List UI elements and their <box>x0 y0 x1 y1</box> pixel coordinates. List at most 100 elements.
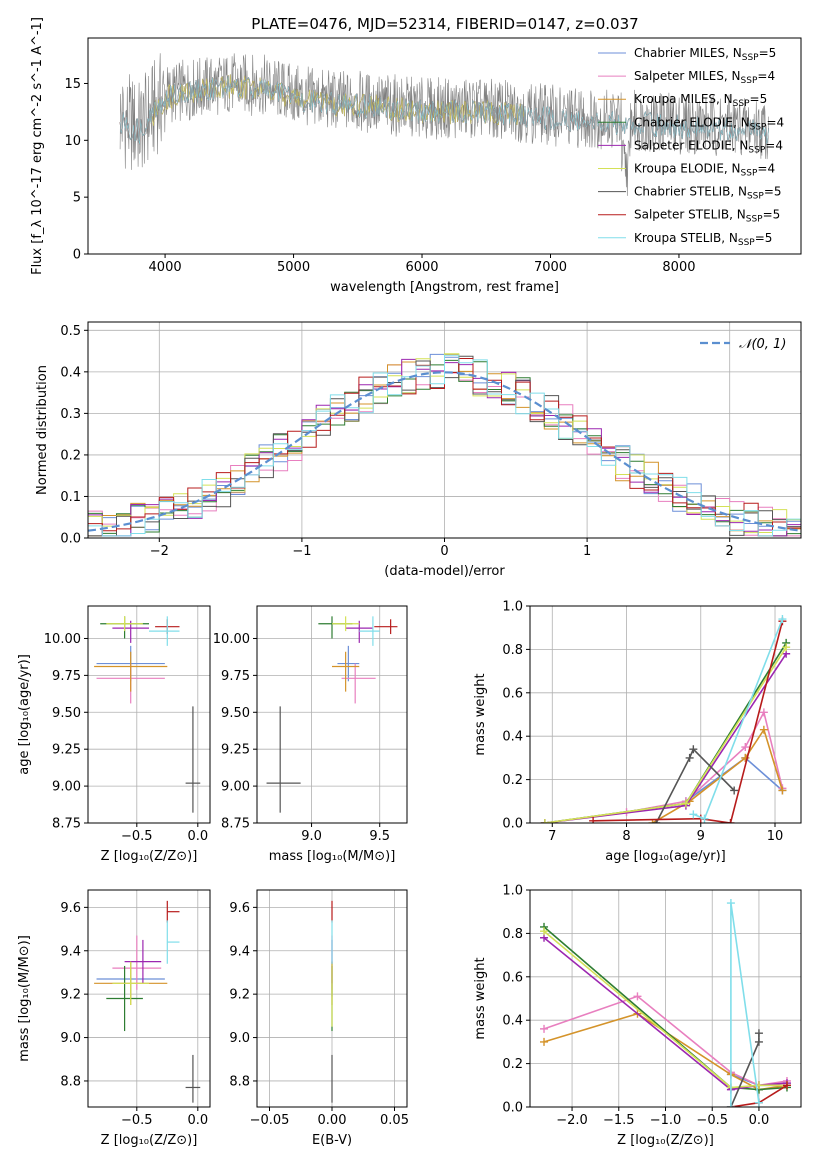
y-tick-label: 9.00 <box>221 780 250 795</box>
weight-point-marker <box>759 708 768 717</box>
y-axis-label: mass weight <box>473 957 488 1039</box>
weight-point-marker <box>726 899 735 908</box>
x-tick-label: 7 <box>548 829 556 844</box>
x-tick-label: −2.0 <box>556 1113 588 1128</box>
plot-area <box>266 616 398 813</box>
weight-point-marker <box>681 799 690 808</box>
plot-area <box>94 616 201 813</box>
y-tick-label: 8.75 <box>52 817 81 832</box>
x-tick-label: 0.0 <box>749 1113 770 1128</box>
weight-series-line <box>652 727 784 823</box>
x-tick-label: 9.0 <box>301 829 322 844</box>
weight-point-marker <box>782 643 791 652</box>
y-tick-label: 1.0 <box>502 884 523 899</box>
y-tick-label: 9.0 <box>60 1031 81 1046</box>
x-tick-label: 9.5 <box>369 829 390 844</box>
y-tick-label: 9.75 <box>52 669 81 684</box>
y-tick-label: 9.2 <box>60 988 81 1003</box>
x-axis-label: (data-model)/error <box>384 564 505 579</box>
weight-series-line <box>543 937 788 1091</box>
legend-label: Salpeter ELODIE, NSSP=4 <box>634 138 783 155</box>
weight-point-marker <box>540 1037 549 1046</box>
x-tick-label: 7000 <box>534 260 567 275</box>
weight-point-marker <box>754 1029 763 1038</box>
weight-point-marker <box>754 1037 763 1046</box>
axes-frame <box>87 605 211 824</box>
y-tick-label: 0.3 <box>60 407 81 422</box>
y-tick-label: 0.2 <box>502 773 523 788</box>
y-tick-label: 0 <box>73 248 81 263</box>
legend: Chabrier MILES, NSSP=5 Salpeter MILES, NS… <box>598 46 784 248</box>
legend-label: 𝒩(0, 1) <box>739 337 786 352</box>
legend-label: Kroupa ELODIE, NSSP=4 <box>634 162 775 179</box>
x-tick-label: 0.05 <box>380 1113 409 1128</box>
y-tick-label: 0.6 <box>502 970 523 985</box>
legend-label: Kroupa MILES, NSSP=5 <box>634 92 767 109</box>
y-axis-label: mass [log₁₀(M/M⊙)] <box>17 935 32 1062</box>
legend-label: Salpeter MILES, NSSP=4 <box>634 69 775 86</box>
histogram-series <box>88 354 801 537</box>
chart-age-vs-mass: 9.0 9.5 8.75 9.00 9.25 9.50 9.75 10.00 mass [log… <box>213 605 408 864</box>
y-tick-label: 8.75 <box>221 817 250 832</box>
legend-label: Chabrier MILES, NSSP=5 <box>634 46 776 63</box>
model-spectrum-line <box>119 75 769 145</box>
x-axis-label: age [log₁₀(age/yr)] <box>605 849 726 864</box>
weight-series-line <box>593 621 784 823</box>
x-tick-label: 0.0 <box>187 1113 208 1128</box>
x-tick-label: −0.5 <box>121 829 153 844</box>
normal-curve <box>88 371 801 532</box>
x-tick-label: 1 <box>583 544 591 559</box>
weight-point-marker <box>759 725 768 734</box>
axes-frame <box>529 605 802 824</box>
figure-title: PLATE=0476, MJD=52314, FIBERID=0147, z=0… <box>251 15 638 33</box>
x-tick-label: 8000 <box>662 260 695 275</box>
y-tick-label: 8.8 <box>60 1074 81 1089</box>
plot-area <box>540 899 791 1107</box>
chart-mass-vs-ebv: −0.05 0.00 0.05 8.8 9.0 9.2 9.4 9.6 E(B-V) <box>229 889 409 1148</box>
y-tick-label: 8.8 <box>229 1074 250 1089</box>
y-tick-label: 0.0 <box>502 1101 523 1116</box>
plot-area <box>540 615 791 823</box>
weight-point-marker <box>778 786 787 795</box>
y-tick-label: 0.5 <box>60 324 81 339</box>
chart-spectrum: Chabrier MILES, NSSP=5 Salpeter MILES, NS… <box>30 17 802 295</box>
chart-mass-weight-vs-age: 7 8 9 10 0.0 0.2 0.4 0.6 0.8 1.0 age [log₁₀(age/yr… <box>473 600 802 864</box>
y-tick-label: 0.6 <box>502 686 523 701</box>
weight-point-marker <box>589 816 598 823</box>
weight-point-marker <box>540 927 549 936</box>
weight-point-marker <box>754 1098 763 1107</box>
weight-point-marker <box>540 819 549 823</box>
axes-frame <box>256 605 408 824</box>
x-tick-label: 6000 <box>405 260 438 275</box>
legend-label: Chabrier ELODIE, NSSP=4 <box>634 115 784 132</box>
y-tick-label: 0.1 <box>60 490 81 505</box>
charts-container: Chabrier MILES, NSSP=5 Salpeter MILES, NS… <box>17 17 802 1148</box>
legend: 𝒩(0, 1) <box>700 337 786 352</box>
y-tick-label: 9.4 <box>60 944 81 959</box>
x-tick-label: 10 <box>767 829 784 844</box>
weight-series-line <box>544 646 787 823</box>
chart-mass-vs-z: −0.5 0.0 8.8 9.0 9.2 9.4 9.6 Z [log₁₀(Z/Z⊙)] mas… <box>17 889 211 1148</box>
weight-point-marker <box>689 745 698 754</box>
y-tick-label: 10.00 <box>44 632 81 647</box>
y-tick-label: 9.50 <box>52 706 81 721</box>
x-axis-label: E(B-V) <box>312 1133 352 1148</box>
y-tick-label: 0.4 <box>502 1014 523 1029</box>
x-tick-label: 0.0 <box>187 829 208 844</box>
y-tick-label: 0.2 <box>502 1057 523 1072</box>
y-axis-label: Flux [f_λ 10^-17 erg cm^-2 s^-1 A^-1] <box>30 17 45 275</box>
x-tick-label: 0 <box>440 544 448 559</box>
y-tick-label: 9.6 <box>60 901 81 916</box>
y-tick-label: 9.50 <box>221 706 250 721</box>
chart-residuals: 𝒩(0, 1) −2 −1 0 1 2 0.0 0.1 0.2 0.3 0.4 0.5 (data-mo… <box>35 321 802 579</box>
y-tick-label: 9.00 <box>52 780 81 795</box>
legend-label: Kroupa STELIB, NSSP=5 <box>634 231 772 248</box>
weight-point-marker <box>726 1103 735 1107</box>
legend-label: Salpeter STELIB, NSSP=5 <box>634 208 780 225</box>
weight-point-marker <box>633 992 642 1001</box>
x-tick-label: 4000 <box>149 260 182 275</box>
data-spectrum-line <box>119 53 769 196</box>
weight-point-marker <box>782 1081 791 1090</box>
y-tick-label: 0.0 <box>60 532 81 547</box>
